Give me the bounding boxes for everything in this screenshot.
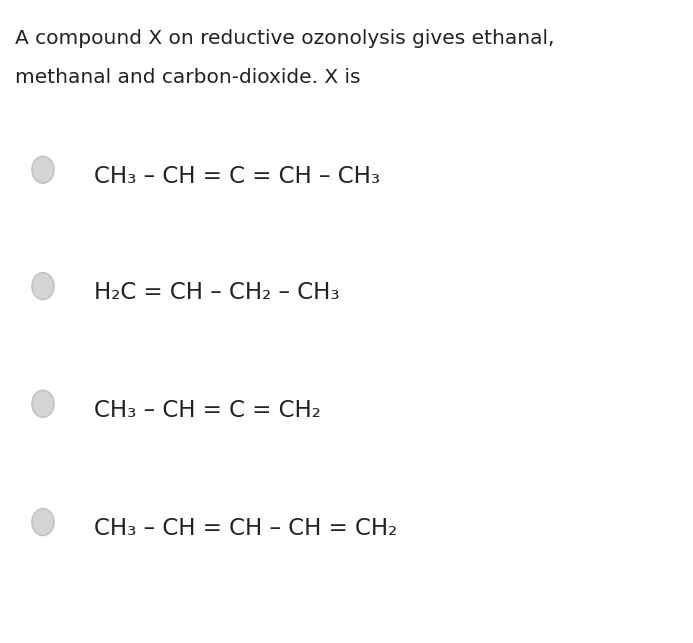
Ellipse shape [32,390,54,417]
Text: CH₃ – CH = CH – CH = CH₂: CH₃ – CH = CH – CH = CH₂ [94,517,397,540]
Text: CH₃ – CH = C = CH₂: CH₃ – CH = C = CH₂ [94,399,320,422]
Text: A compound X on reductive ozonolysis gives ethanal,: A compound X on reductive ozonolysis giv… [15,29,554,48]
Ellipse shape [32,273,54,300]
Ellipse shape [32,509,54,536]
Ellipse shape [32,156,54,183]
Text: CH₃ – CH = C = CH – CH₃: CH₃ – CH = C = CH – CH₃ [94,165,380,188]
Text: methanal and carbon-dioxide. X is: methanal and carbon-dioxide. X is [15,68,361,87]
Text: H₂C = CH – CH₂ – CH₃: H₂C = CH – CH₂ – CH₃ [94,281,339,304]
